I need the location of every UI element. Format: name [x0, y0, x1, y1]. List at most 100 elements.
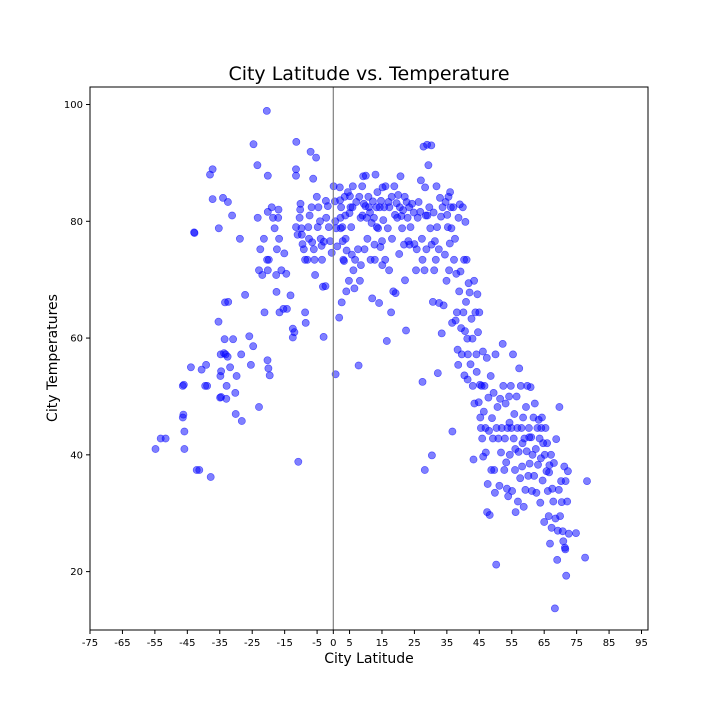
data-point [348, 203, 357, 212]
data-point [505, 418, 514, 427]
x-tick-label: -5 [312, 638, 322, 649]
data-point [551, 604, 559, 613]
data-point [436, 193, 444, 202]
data-point [504, 492, 513, 501]
data-point [179, 380, 188, 389]
data-point [530, 399, 539, 408]
data-point [229, 335, 237, 344]
data-point [299, 245, 308, 254]
data-point [208, 165, 217, 174]
data-point [561, 545, 570, 554]
data-point [420, 266, 429, 275]
x-tick-label: -75 [82, 638, 98, 649]
x-tick-label: 45 [473, 638, 486, 649]
data-point [231, 388, 240, 397]
data-point [462, 255, 471, 264]
data-point [540, 518, 549, 526]
data-point [519, 413, 527, 422]
data-point [335, 313, 344, 322]
data-point [430, 237, 439, 245]
data-point [544, 512, 553, 520]
data-point [305, 211, 314, 220]
data-point [478, 347, 487, 356]
data-point [314, 203, 323, 212]
data-point [290, 328, 299, 337]
data-point [519, 502, 528, 511]
data-point [263, 171, 272, 180]
data-point [508, 487, 516, 495]
data-point [161, 434, 170, 443]
data-point [361, 171, 370, 180]
data-point [387, 308, 395, 317]
data-point [488, 414, 496, 422]
data-point [390, 182, 399, 191]
data-point [472, 367, 481, 376]
data-point [545, 468, 553, 477]
data-point [371, 170, 380, 179]
data-point [473, 290, 482, 299]
data-point [506, 381, 515, 390]
data-point [445, 239, 454, 248]
data-point [370, 255, 379, 264]
data-point [377, 196, 385, 205]
data-point [525, 424, 533, 432]
data-point [368, 197, 377, 206]
data-point [263, 266, 272, 275]
data-point [429, 208, 438, 217]
data-point [309, 245, 318, 254]
data-point [458, 203, 467, 212]
data-point [416, 176, 425, 185]
data-point [525, 433, 534, 442]
data-point [425, 203, 434, 212]
data-point [482, 353, 491, 362]
data-point [501, 399, 510, 408]
data-point [414, 198, 423, 206]
data-point [237, 350, 246, 359]
data-point [511, 445, 520, 453]
data-point [272, 245, 281, 254]
data-point [224, 297, 233, 306]
data-point [263, 356, 272, 365]
data-point [492, 560, 501, 569]
data-point [275, 234, 283, 243]
data-point [427, 141, 436, 150]
data-point [223, 198, 232, 206]
data-point [456, 267, 465, 276]
data-point [485, 511, 494, 519]
data-point [274, 213, 283, 222]
data-point [493, 403, 502, 411]
data-point [304, 223, 313, 231]
data-point [470, 276, 478, 285]
data-point [342, 287, 351, 296]
data-point [440, 250, 449, 259]
data-point [417, 234, 426, 243]
data-point [518, 462, 526, 471]
data-point [552, 435, 561, 443]
data-point [280, 249, 289, 258]
data-point [447, 224, 456, 233]
data-point [260, 308, 269, 317]
data-point [462, 297, 470, 306]
y-tick-label: 100 [64, 100, 83, 111]
data-point [550, 459, 558, 467]
data-point [514, 497, 522, 506]
data-point [564, 529, 573, 538]
data-point [292, 137, 301, 146]
x-tick-label: -55 [147, 638, 163, 649]
x-tick-label: -15 [276, 638, 292, 649]
data-point [490, 466, 499, 474]
data-point [226, 363, 234, 372]
x-tick-label: 25 [408, 638, 421, 649]
data-point [369, 213, 378, 222]
x-tick-label: 95 [635, 638, 648, 649]
data-point [418, 255, 427, 264]
data-point [543, 439, 551, 448]
data-point [186, 363, 195, 372]
data-point [510, 410, 519, 418]
data-point [525, 459, 534, 468]
data-point [583, 477, 591, 485]
data-point [509, 350, 517, 359]
data-point [451, 316, 460, 325]
data-point [350, 284, 359, 293]
data-point [363, 234, 372, 243]
